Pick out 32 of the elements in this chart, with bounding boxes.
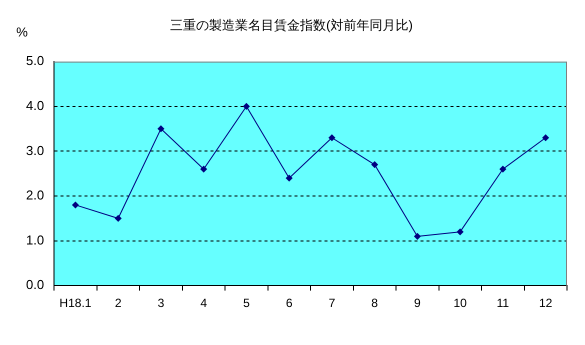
point: [542, 134, 550, 142]
x-tick-label: 9: [414, 296, 422, 310]
point: [286, 174, 293, 182]
x-tick-label: 10: [453, 296, 468, 310]
x-tick-label: 8: [371, 296, 378, 310]
point: [499, 166, 506, 173]
y-tick-label: 4.0: [26, 98, 44, 113]
point: [456, 228, 464, 236]
y-tick-label: 3.0: [26, 142, 44, 158]
y-tick-label: 2.0: [26, 188, 44, 203]
x-tick-label: 12: [538, 296, 553, 310]
point: [371, 161, 378, 168]
y-tick-label: 0.0: [26, 277, 44, 292]
x-tick-label: 6: [286, 296, 293, 310]
point: [114, 214, 122, 222]
point: [157, 125, 164, 132]
point: [328, 134, 336, 142]
y-tick-label: 1.0: [26, 232, 44, 248]
x-tick-label: 5: [243, 296, 250, 310]
y-tick-label: 5.0: [26, 53, 44, 68]
x-tick-label: 2: [114, 296, 122, 310]
x-tick-label: 3: [158, 296, 165, 310]
point: [200, 166, 208, 173]
x-tick-label: 7: [328, 296, 336, 310]
x-tick-label: 4: [200, 296, 208, 310]
y-axis-title: %: [16, 24, 28, 40]
x-tick-label: H18.1: [59, 296, 92, 310]
point: [414, 232, 421, 240]
x-tick-label: 11: [496, 296, 510, 310]
point: [72, 201, 79, 208]
chart-title: 三重の製造業名目賃金指数(対前年同月比): [170, 17, 413, 32]
point: [242, 102, 250, 110]
